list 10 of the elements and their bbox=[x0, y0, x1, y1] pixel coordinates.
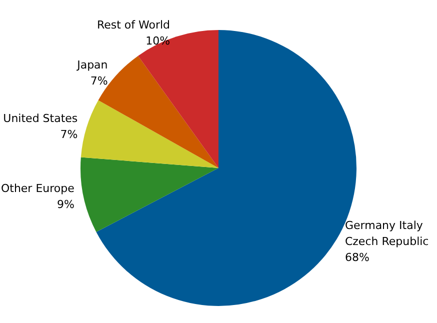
slice-label: Japan bbox=[76, 58, 108, 72]
slice-label: Germany Italy Czech Republic bbox=[344, 218, 429, 248]
slice-label: Other Europe bbox=[0, 182, 75, 195]
data-label: 7% bbox=[90, 74, 108, 88]
data-label: 10% bbox=[146, 34, 170, 48]
slice-label: Rest of World bbox=[96, 18, 170, 32]
data-label: 7% bbox=[60, 128, 78, 142]
slice-label: United States bbox=[3, 112, 78, 126]
data-label: 9% bbox=[56, 198, 74, 211]
data-label: 68% bbox=[344, 250, 370, 264]
